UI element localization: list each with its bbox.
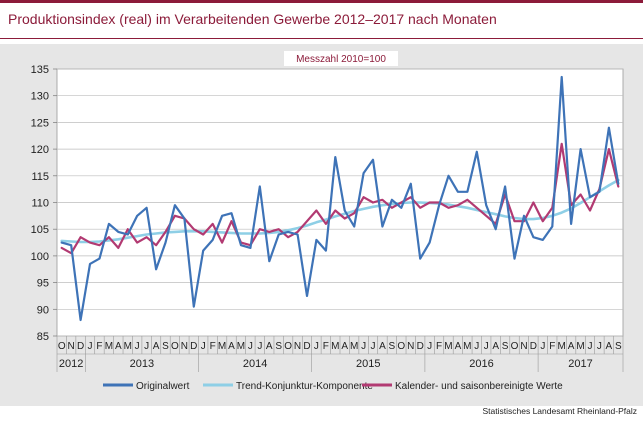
month-label: M [558, 341, 566, 352]
month-label: O [511, 341, 519, 352]
year-label: 2012 [59, 358, 83, 370]
brand-bar [0, 0, 643, 3]
month-label: J [474, 341, 479, 352]
month-label: O [171, 341, 179, 352]
year-label: 2014 [243, 358, 267, 370]
y-tick-label: 115 [31, 171, 49, 183]
month-label: N [68, 341, 75, 352]
month-label: N [407, 341, 414, 352]
month-label: S [389, 341, 396, 352]
month-label: A [266, 341, 273, 352]
y-tick-label: 85 [37, 331, 49, 343]
month-label: J [427, 341, 432, 352]
month-label: A [606, 341, 613, 352]
month-label: M [576, 341, 584, 352]
legend-label: Trend-Konjunktur-Komponente [236, 381, 373, 392]
month-label: F [96, 341, 102, 352]
month-label: S [502, 341, 509, 352]
year-label: 2016 [469, 358, 493, 370]
month-label: M [444, 341, 452, 352]
legend-label: Kalender- und saisonbereinigte Werte [395, 381, 563, 392]
month-label: J [314, 341, 319, 352]
y-tick-label: 100 [31, 251, 49, 263]
month-label: J [371, 341, 376, 352]
month-label: O [284, 341, 292, 352]
legend-label: Originalwert [136, 381, 190, 392]
month-label: J [135, 341, 140, 352]
month-label: M [331, 341, 339, 352]
month-label: D [417, 341, 424, 352]
month-label: J [540, 341, 545, 352]
month-label: J [597, 341, 602, 352]
month-label: A [115, 341, 122, 352]
month-label: F [436, 341, 442, 352]
month-label: J [484, 341, 489, 352]
y-tick-label: 130 [31, 91, 49, 103]
y-tick-label: 90 [37, 304, 49, 316]
month-label: M [237, 341, 245, 352]
month-label: D [303, 341, 310, 352]
y-tick-label: 125 [31, 117, 49, 129]
month-label: M [463, 341, 471, 352]
month-label: N [520, 341, 527, 352]
month-label: A [228, 341, 235, 352]
line-chart: Messzahl 2010=100 85 90 95 100 105 110 115 120 12… [31, 51, 624, 392]
month-label: S [162, 341, 169, 352]
month-label: S [275, 341, 282, 352]
source-note: Statistisches Landesamt Rheinland-Pfalz [482, 406, 638, 416]
month-label: A [492, 341, 499, 352]
month-label: D [77, 341, 84, 352]
subtitle-box [284, 51, 398, 66]
month-label: S [615, 341, 622, 352]
month-label: F [323, 341, 329, 352]
month-label: J [587, 341, 592, 352]
month-label: M [105, 341, 113, 352]
month-label: D [530, 341, 537, 352]
month-label: N [181, 341, 188, 352]
y-tick-label: 105 [31, 224, 49, 236]
month-label: M [218, 341, 226, 352]
month-label: F [549, 341, 555, 352]
month-label: M [124, 341, 132, 352]
month-label: F [210, 341, 216, 352]
year-label: 2013 [130, 358, 154, 370]
month-label: J [201, 341, 206, 352]
month-label: O [58, 341, 66, 352]
title-divider [0, 38, 643, 39]
month-label: J [88, 341, 93, 352]
month-label: J [144, 341, 149, 352]
page-title: Produktionsindex (real) im Verarbeitende… [8, 11, 497, 27]
month-label: M [350, 341, 358, 352]
month-label: A [341, 341, 348, 352]
month-label: A [568, 341, 575, 352]
y-tick-label: 120 [31, 144, 49, 156]
month-label: J [361, 341, 366, 352]
month-label: J [248, 341, 253, 352]
year-label: 2015 [356, 358, 380, 370]
month-label: N [294, 341, 301, 352]
month-label: D [190, 341, 197, 352]
series-line-1 [60, 75, 620, 322]
year-label: 2017 [568, 358, 592, 370]
y-tick-label: 95 [37, 278, 49, 290]
month-label: O [397, 341, 405, 352]
month-label: A [153, 341, 160, 352]
month-label: J [257, 341, 262, 352]
y-tick-label: 110 [31, 198, 49, 210]
month-label: A [455, 341, 462, 352]
chart-subtitle: Messzahl 2010=100 [296, 54, 386, 65]
y-tick-label: 135 [31, 64, 49, 76]
month-label: A [379, 341, 386, 352]
